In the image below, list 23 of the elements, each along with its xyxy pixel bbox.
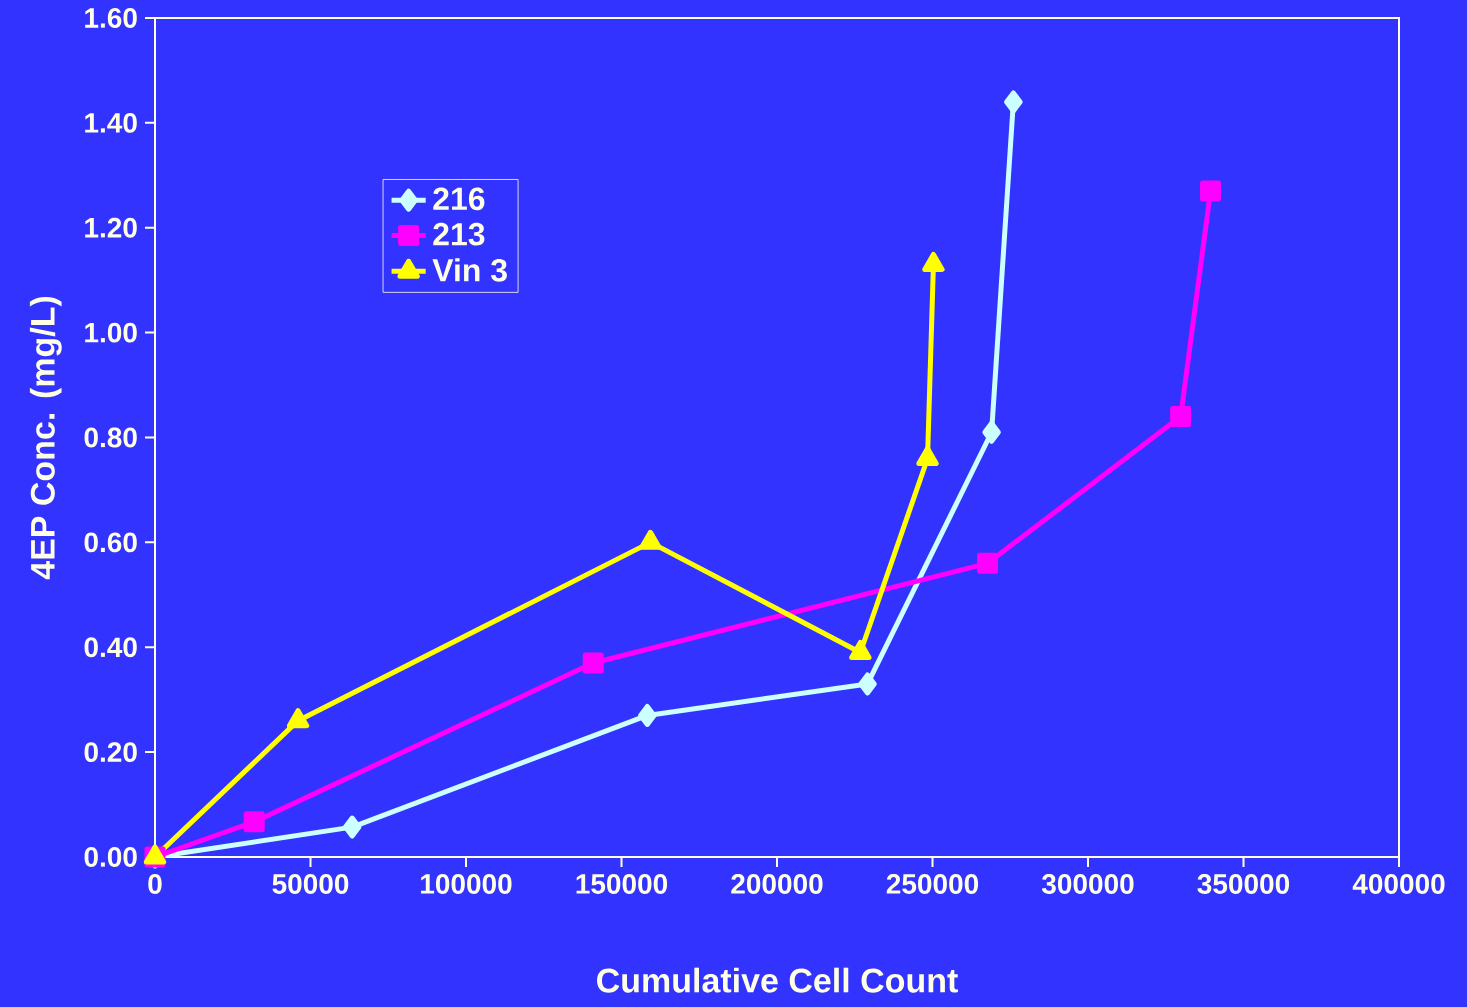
x-tick-label: 400000 (1352, 874, 1445, 894)
x-tick-label: 50000 (272, 874, 349, 894)
y-tick-label: 0.60 (84, 532, 137, 553)
y-tick-label: 1.00 (85, 322, 137, 343)
x-tick-label: 150000 (576, 874, 668, 894)
legend-label: 213 (433, 222, 485, 246)
y-tick-label: 0.20 (84, 742, 137, 763)
y-tick-label: 1.40 (85, 112, 137, 133)
y-tick-label: 0.40 (84, 637, 137, 658)
legend-label: 216 (433, 187, 485, 211)
x-tick-label: 200000 (731, 874, 823, 894)
x-tick-label: 0 (148, 874, 162, 894)
x-axis-title: Cumulative Cell Count (597, 967, 958, 993)
y-axis-title: 4EP Conc. (mg/L) (29, 296, 62, 580)
y-tick-label: 1.60 (85, 8, 137, 28)
y-tick-label: 1.20 (85, 217, 137, 238)
x-tick-label: 300000 (1041, 874, 1134, 894)
legend-label: Vin 3 (432, 258, 507, 282)
y-tick-label: 0.00 (84, 847, 137, 867)
x-tick-label: 350000 (1197, 874, 1290, 894)
y-tick-label: 0.80 (84, 427, 137, 448)
x-tick-label: 100000 (421, 874, 512, 894)
x-tick-label: 250000 (886, 874, 979, 894)
